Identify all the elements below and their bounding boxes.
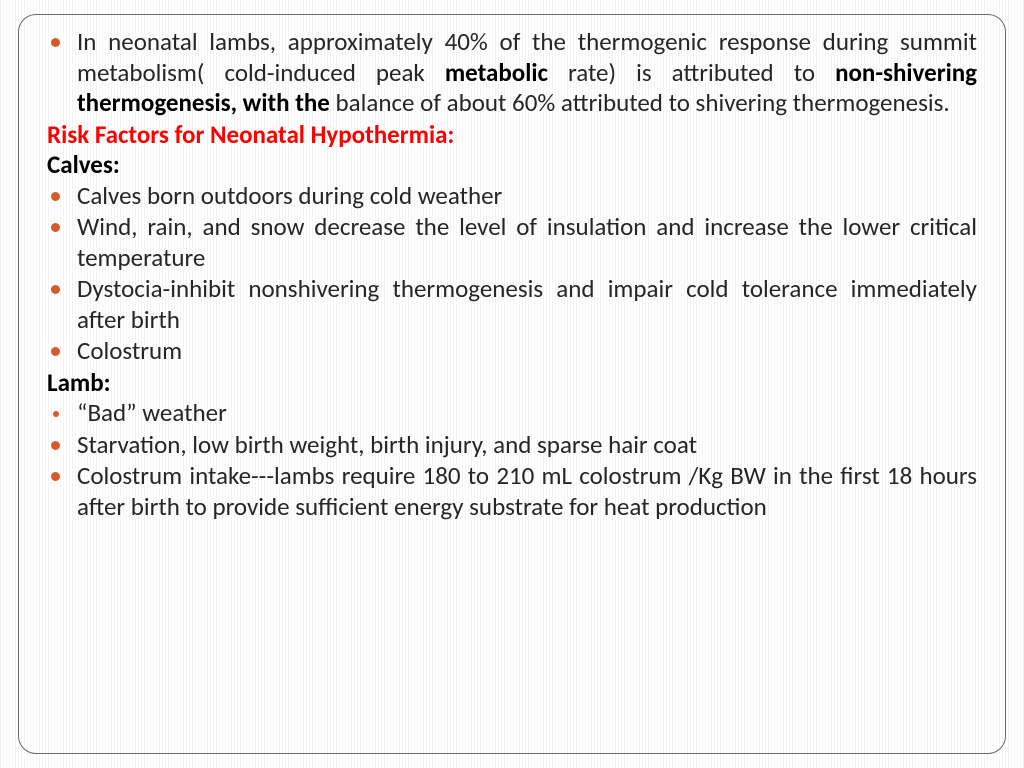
intro-list: In neonatal lambs, approximately 40% of … (47, 27, 977, 119)
list-item: “Bad” weather (47, 398, 977, 429)
list-item: Calves born outdoors during cold weather (47, 181, 977, 212)
list-item: Starvation, low birth weight, birth inju… (47, 430, 977, 461)
slide-frame: In neonatal lambs, approximately 40% of … (18, 14, 1006, 754)
bullet-text: Colostrum intake---lambs require 180 to … (77, 460, 977, 522)
lamb-list: “Bad” weather Starvation, low birth weig… (47, 398, 977, 522)
lamb-heading: Lamb: (47, 368, 977, 399)
list-item: Dystocia-inhibit nonshivering thermogene… (47, 274, 977, 335)
calves-heading: Calves: (47, 150, 977, 181)
risk-factors-heading: Risk Factors for Neonatal Hypothermia: (47, 120, 977, 151)
list-item: Colostrum (47, 336, 977, 367)
list-item: Colostrum intake---lambs require 180 to … (47, 461, 977, 522)
slide-content: In neonatal lambs, approximately 40% of … (47, 27, 977, 522)
intro-bullet: In neonatal lambs, approximately 40% of … (47, 27, 977, 119)
intro-text-post: balance of about 60% attributed to shive… (336, 87, 950, 118)
calves-list: Calves born outdoors during cold weather… (47, 181, 977, 367)
intro-text-mid1: rate) is attributed to (548, 57, 835, 88)
bullet-text: Wind, rain, and snow decrease the level … (77, 211, 977, 273)
bullet-text: Calves born outdoors during cold weather (77, 180, 502, 211)
list-item: Wind, rain, and snow decrease the level … (47, 212, 977, 273)
bullet-text: Starvation, low birth weight, birth inju… (77, 429, 697, 460)
bullet-text: Colostrum (77, 335, 182, 366)
bullet-text: “Bad” weather (77, 397, 227, 428)
intro-bold1: metabolic (445, 57, 548, 88)
bullet-text: Dystocia-inhibit nonshivering thermogene… (77, 273, 977, 335)
